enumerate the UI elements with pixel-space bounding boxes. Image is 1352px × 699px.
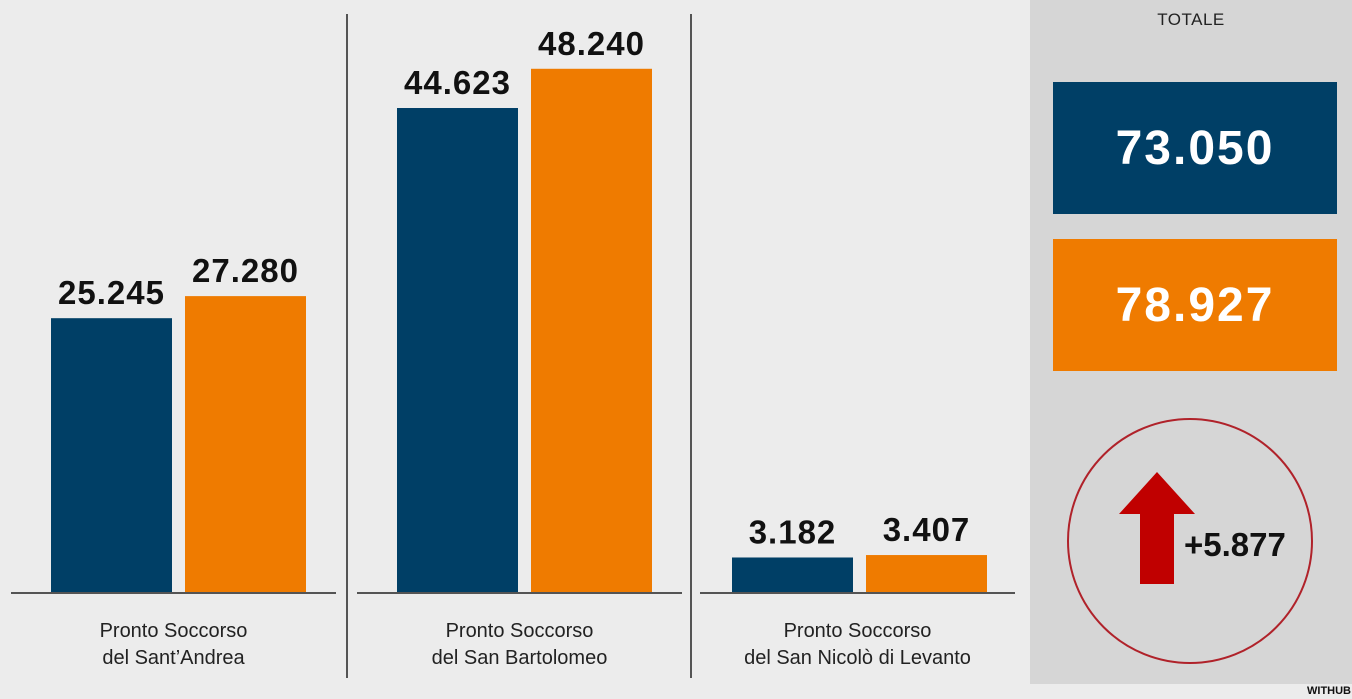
data-label: 25.245 bbox=[58, 274, 165, 311]
category-label: del San Nicolò di Levanto bbox=[744, 647, 971, 669]
bar-chart: 25.245 27.280 Pronto Soccorso del Sant’Andr… bbox=[11, 14, 1015, 678]
total-series-b-value: 78.927 bbox=[1115, 278, 1275, 332]
category-label: del San Bartolomeo bbox=[432, 647, 608, 669]
totals-panel: TOTALE 73.050 78.927 +5.877 bbox=[1030, 0, 1352, 684]
data-label: 48.240 bbox=[538, 25, 645, 62]
data-label: 3.182 bbox=[749, 513, 837, 550]
category-label: Pronto Soccorso bbox=[784, 620, 932, 642]
category-label: del Sant’Andrea bbox=[102, 647, 245, 669]
total-series-b-box: 78.927 bbox=[1053, 239, 1337, 371]
credit-watermark: WITHUB bbox=[1307, 685, 1351, 697]
category-label: Pronto Soccorso bbox=[100, 620, 248, 642]
bar-b-1 bbox=[531, 68, 652, 592]
difference-value: +5.877 bbox=[1184, 526, 1286, 563]
bar-a-1 bbox=[397, 108, 518, 592]
bar-a-2 bbox=[732, 557, 853, 592]
totals-title: TOTALE bbox=[1157, 10, 1225, 29]
bar-b-2 bbox=[866, 555, 987, 592]
total-series-a-box: 73.050 bbox=[1053, 82, 1337, 214]
data-label: 3.407 bbox=[883, 511, 971, 548]
data-label: 44.623 bbox=[404, 64, 511, 101]
category-label: Pronto Soccorso bbox=[446, 620, 594, 642]
bar-a-0 bbox=[51, 318, 172, 592]
up-arrow-icon bbox=[1119, 472, 1195, 584]
bar-b-0 bbox=[185, 296, 306, 592]
total-series-a-value: 73.050 bbox=[1115, 121, 1275, 175]
data-label: 27.280 bbox=[192, 252, 299, 289]
difference-circle: +5.877 bbox=[1067, 418, 1313, 664]
